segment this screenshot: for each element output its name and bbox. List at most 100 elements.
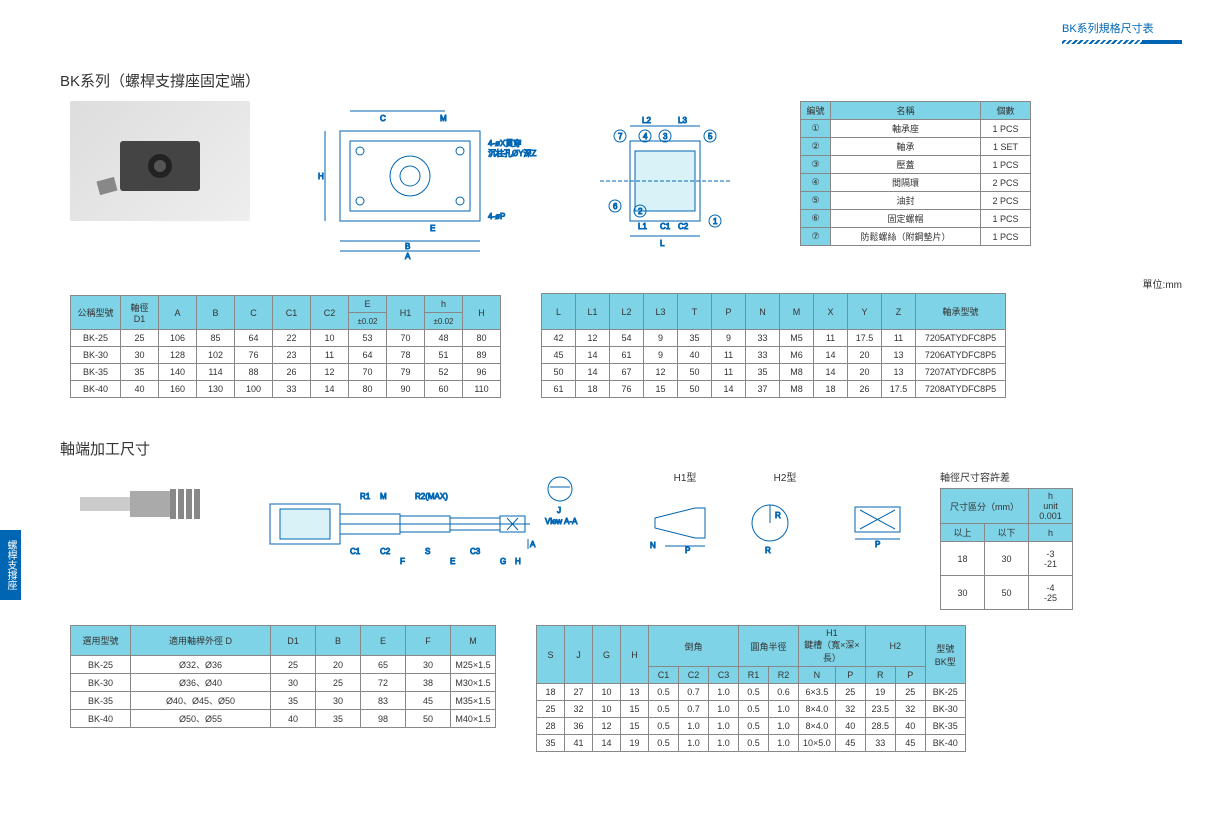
spec-table-right: LL1L2L3TPNMXYZ軸承型號421254935933M51117.511…	[541, 293, 1006, 398]
part-name: 防鬆螺絲（附鋼墊片）	[831, 228, 981, 246]
cell: 18	[576, 381, 610, 398]
cell: M35×1.5	[451, 692, 496, 710]
cell: 25	[835, 684, 865, 701]
svg-text:M: M	[440, 114, 447, 123]
cell: 23	[273, 347, 311, 364]
th: H	[621, 626, 649, 684]
cell: 102	[197, 347, 235, 364]
cell: BK-30	[925, 701, 965, 718]
th-sub: C3	[709, 667, 739, 684]
th: 公稱型號	[71, 296, 121, 330]
cell: 13	[621, 684, 649, 701]
th-sub: C1	[649, 667, 679, 684]
cell: 1.0	[679, 735, 709, 752]
th: D1	[271, 626, 316, 656]
photo-icon	[80, 111, 240, 211]
parts-table: 編號 名稱 個數 ①軸承座1 PCS②軸承1 SET③壓蓋1 PCS④間隔環2 …	[800, 101, 1031, 246]
cell: 28	[537, 718, 565, 735]
cell: 35	[316, 710, 361, 728]
cell: 65	[361, 656, 406, 674]
cell: 106	[159, 330, 197, 347]
svg-text:2: 2	[638, 207, 643, 216]
tolerance-table: 尺寸區分（mm）hunit 0.001 以上以下h1830-3-213050-4…	[940, 488, 1073, 610]
svg-text:L: L	[660, 239, 665, 248]
cell: 0.5	[739, 701, 769, 718]
part-qty: 1 PCS	[981, 228, 1031, 246]
th: h	[1029, 524, 1073, 542]
svg-text:E: E	[450, 557, 455, 566]
cell: 128	[159, 347, 197, 364]
cell: 20	[848, 347, 882, 364]
cell: 0.5	[739, 718, 769, 735]
th: L1	[576, 294, 610, 330]
cell: 1.0	[769, 701, 799, 718]
svg-text:E: E	[430, 224, 435, 233]
cell: Ø50、Ø55	[131, 710, 271, 728]
svg-text:S: S	[425, 547, 430, 556]
cell: 30	[316, 692, 361, 710]
cell: 80	[463, 330, 501, 347]
cell: 14	[311, 381, 349, 398]
shaft-diagram: J View A-A R1 M R2(MAX) C1 C2 F S E C3 G…	[250, 469, 620, 579]
svg-text:B: B	[405, 242, 410, 251]
cell: 25	[895, 684, 925, 701]
cell: 45	[542, 347, 576, 364]
cell: 10	[311, 330, 349, 347]
svg-text:C3: C3	[470, 547, 481, 556]
th: B	[197, 296, 235, 330]
cell: 42	[542, 330, 576, 347]
cell: 30	[271, 674, 316, 692]
cell: 85	[197, 330, 235, 347]
th: B	[316, 626, 361, 656]
cell: 35	[537, 735, 565, 752]
side-tab: 螺桿支撐座	[0, 530, 21, 600]
product-photo	[70, 101, 250, 221]
svg-text:H: H	[318, 172, 324, 181]
cell: BK-25	[71, 656, 131, 674]
cell: 45	[895, 735, 925, 752]
part-num: ③	[801, 156, 831, 174]
cell: 64	[235, 330, 273, 347]
cell: 14	[576, 364, 610, 381]
part-name: 油封	[831, 192, 981, 210]
cell: 14	[576, 347, 610, 364]
cell: 9	[712, 330, 746, 347]
cell: 14	[712, 381, 746, 398]
th: 圓角半徑	[739, 626, 799, 667]
cell: M25×1.5	[451, 656, 496, 674]
th-sub: ±0.02	[425, 313, 463, 330]
cell: 10	[593, 701, 621, 718]
cell: BK-40	[71, 710, 131, 728]
svg-text:G: G	[500, 557, 506, 566]
cell: M6	[780, 347, 814, 364]
cell: 9	[644, 330, 678, 347]
cell: 1.0	[679, 718, 709, 735]
th: L	[542, 294, 576, 330]
th: M	[451, 626, 496, 656]
cell: 80	[349, 381, 387, 398]
cell: 41	[565, 735, 593, 752]
tolerance-title: 軸徑尺寸容許差	[940, 469, 1073, 484]
part-num: ⑤	[801, 192, 831, 210]
part-name: 固定螺帽	[831, 210, 981, 228]
cell: 7205ATYDFC8P5	[916, 330, 1006, 347]
cell: 22	[273, 330, 311, 347]
th: Y	[848, 294, 882, 330]
cell: 30	[985, 542, 1029, 576]
th: 適用軸桿外徑 D	[131, 626, 271, 656]
th: 尺寸區分（mm）	[941, 489, 1029, 524]
cell: 13	[882, 364, 916, 381]
cell: 30	[121, 347, 159, 364]
th-sub: ±0.02	[349, 313, 387, 330]
cell: 32	[895, 701, 925, 718]
header-decoration-solid	[1142, 40, 1182, 44]
cell: 1.0	[769, 718, 799, 735]
cell: 10×5.0	[799, 735, 836, 752]
th: X	[814, 294, 848, 330]
cell: 6×3.5	[799, 684, 836, 701]
h2-label: H2型	[740, 469, 830, 484]
cell: 114	[197, 364, 235, 381]
cell: 18	[814, 381, 848, 398]
cell: 17.5	[848, 330, 882, 347]
cell: 20	[316, 656, 361, 674]
